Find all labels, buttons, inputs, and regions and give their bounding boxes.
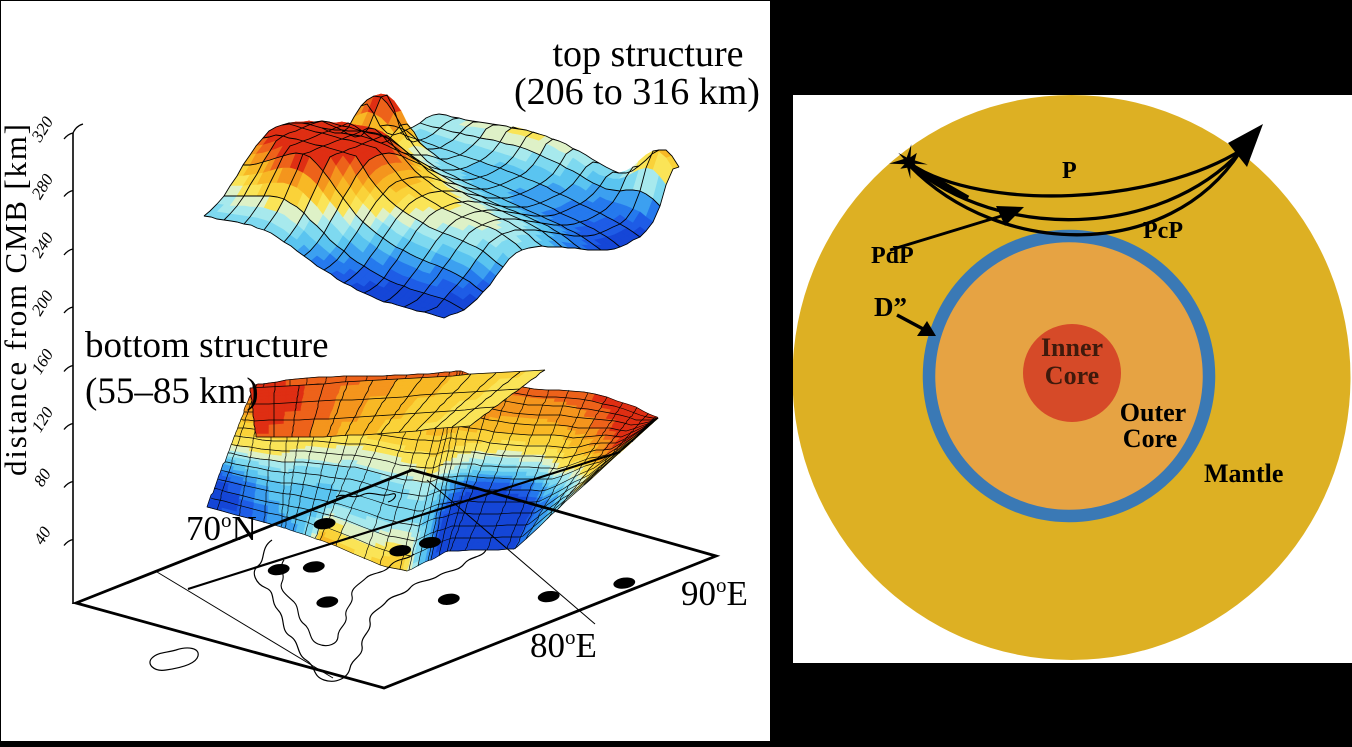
svg-text:(206 to 316 km): (206 to 316 km) [514, 71, 760, 113]
svg-text:90oE: 90oE [681, 573, 748, 613]
svg-text:Outer: Outer [1120, 398, 1186, 427]
svg-text:P: P [1062, 158, 1077, 184]
svg-text:bottom structure: bottom structure [85, 325, 329, 366]
svg-text:80oE: 80oE [530, 625, 597, 665]
svg-text:distance from CMB [km]: distance from CMB [km] [0, 124, 33, 476]
svg-text:(55–85 km): (55–85 km) [85, 371, 259, 412]
svg-text:D”: D” [874, 292, 907, 322]
svg-text:Core: Core [1045, 361, 1099, 390]
svg-text:PcP: PcP [1143, 218, 1183, 244]
svg-text:Inner: Inner [1041, 333, 1103, 362]
svg-text:PdP: PdP [871, 243, 914, 269]
svg-text:Core: Core [1123, 424, 1177, 453]
svg-text:Mantle: Mantle [1204, 459, 1283, 488]
svg-text:top structure: top structure [552, 33, 743, 75]
